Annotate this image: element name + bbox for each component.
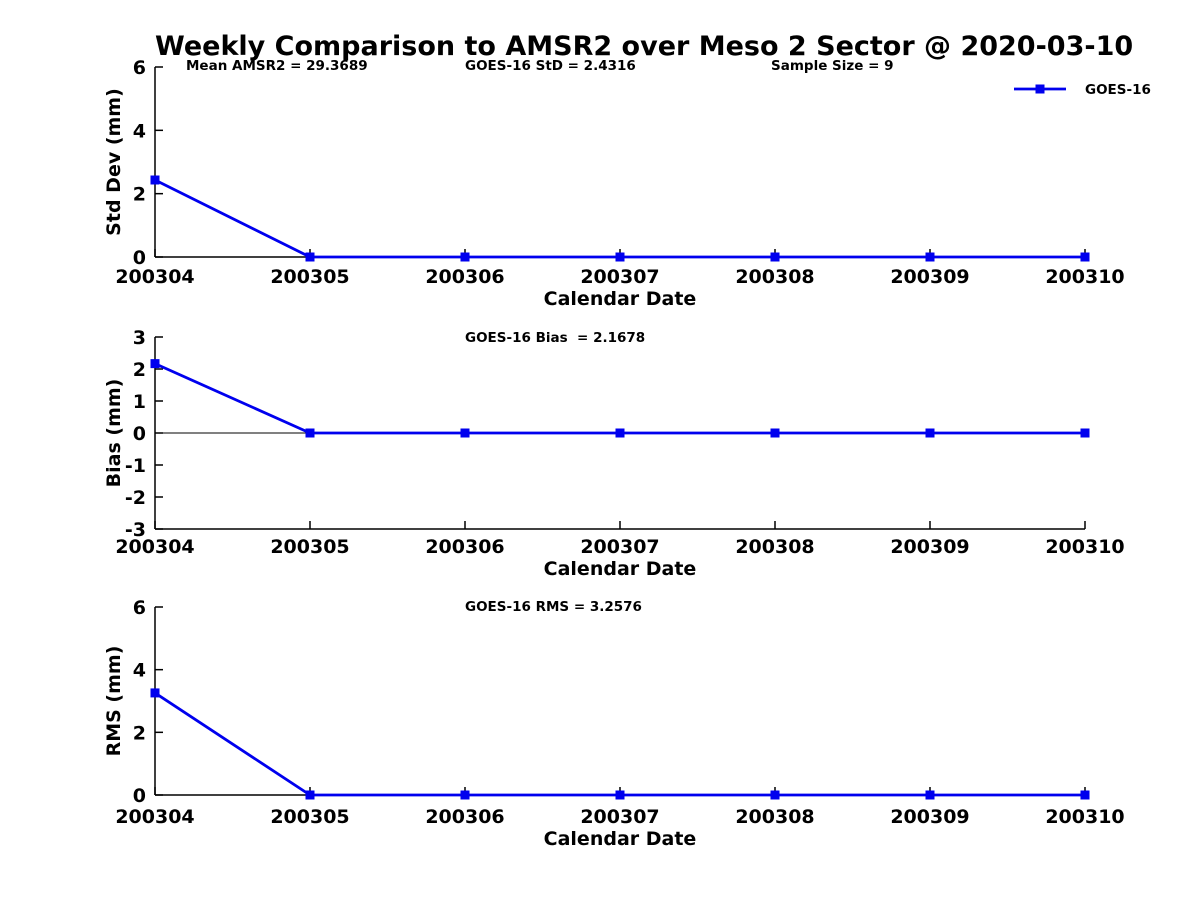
data-point-marker [925,428,935,438]
x-tick-label: 200307 [580,266,659,288]
stat-annotation: GOES-16 RMS = 3.2576 [465,599,642,615]
x-tick-label: 200304 [115,266,194,288]
x-tick-label: 200310 [1045,806,1124,828]
data-point-marker [615,252,625,262]
y-axis-label: RMS (mm) [103,646,125,757]
data-point-marker [305,252,315,262]
data-point-marker [770,790,780,800]
x-tick-label: 200306 [425,806,504,828]
y-tick-label: -2 [125,487,146,509]
series-line-goes-16 [154,178,1085,259]
series-line-goes-16 [154,691,1085,797]
data-point-marker [460,252,470,262]
data-point-marker [305,790,315,800]
subplot-std-dev-mm: 0 2 4 6 200304 200305 200306 200307 200308 200309… [103,57,1151,310]
data-point-marker [925,252,935,262]
y-tick-label: 0 [133,247,146,269]
x-tick-label: 200304 [115,536,194,558]
subplot-rms-mm: 0 2 4 6 200304 200305 200306 200307 200308 200309… [103,597,1125,850]
x-tick-label: 200306 [425,536,504,558]
y-tick-label: 0 [133,785,146,807]
x-tick-label: 200307 [580,536,659,558]
data-point-marker [615,428,625,438]
y-tick-label: -3 [125,519,146,541]
x-tick-label: 200308 [735,266,814,288]
y-axis-label: Std Dev (mm) [103,88,125,236]
data-point-marker [615,790,625,800]
data-point-marker [460,790,470,800]
data-point-marker [150,359,160,369]
data-point-marker [1080,428,1090,438]
y-tick-label: 2 [133,722,146,744]
y-tick-label: 1 [133,391,146,413]
stat-annotation: Mean AMSR2 = 29.3689 [186,58,368,74]
data-point-marker [460,428,470,438]
x-tick-label: 200309 [890,266,969,288]
y-tick-label: 3 [133,327,146,349]
series-line-goes-16 [154,362,1085,435]
data-point-marker [1080,252,1090,262]
y-tick-label: 4 [133,660,146,682]
y-tick-label: -1 [125,455,146,477]
legend-label: GOES-16 [1085,82,1151,98]
legend: GOES-16 [1014,82,1151,98]
y-tick-label: 4 [133,120,146,142]
stat-annotation: Sample Size = 9 [771,58,894,74]
data-point-marker [925,790,935,800]
x-axis-label: Calendar Date [544,828,697,850]
x-tick-label: 200304 [115,806,194,828]
data-point-marker [150,175,160,185]
data-point-marker [1080,790,1090,800]
x-tick-label: 200310 [1045,266,1124,288]
figure-title: Weekly Comparison to AMSR2 over Meso 2 S… [155,31,1134,62]
stat-annotation: GOES-16 Bias = 2.1678 [465,330,645,346]
x-tick-label: 200309 [890,536,969,558]
x-tick-label: 200309 [890,806,969,828]
x-tick-label: 200310 [1045,536,1124,558]
y-axis-label: Bias (mm) [103,379,125,488]
y-tick-label: 6 [133,57,146,79]
x-tick-label: 200307 [580,806,659,828]
y-tick-label: 2 [133,184,146,206]
data-point-marker [770,252,780,262]
x-tick-label: 200308 [735,536,814,558]
y-tick-label: 2 [133,359,146,381]
x-axis-label: Calendar Date [544,288,697,310]
x-axis-label: Calendar Date [544,558,697,580]
subplot-bias-mm: -3 -2 -1 0 1 2 3 200304 200305 200306 200307 200308… [103,327,1125,580]
data-point-marker [150,688,160,698]
x-tick-label: 200305 [270,806,349,828]
x-tick-label: 200305 [270,266,349,288]
y-tick-label: 0 [133,423,146,445]
stat-annotation: GOES-16 StD = 2.4316 [465,58,636,74]
y-tick-label: 6 [133,597,146,619]
x-tick-label: 200306 [425,266,504,288]
x-tick-label: 200308 [735,806,814,828]
data-point-marker [770,428,780,438]
legend-marker [1035,84,1045,94]
x-tick-label: 200305 [270,536,349,558]
data-point-marker [305,428,315,438]
